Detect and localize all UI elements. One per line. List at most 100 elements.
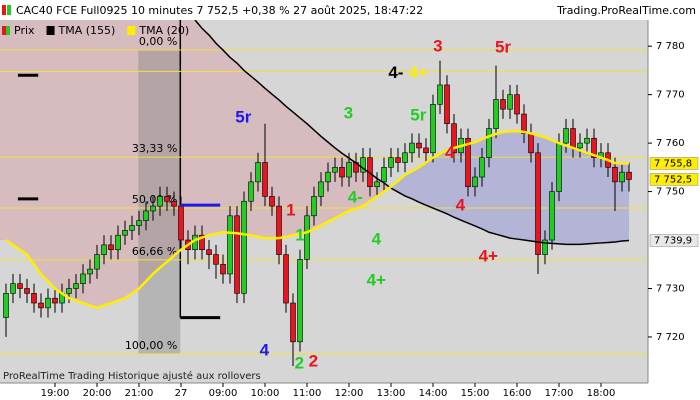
candle-body: [178, 205, 184, 241]
fib-label: 33,33 %: [132, 142, 177, 155]
chart-title: CAC40 FCE Full0925 10 minutes 7 752,5 +0…: [16, 4, 423, 17]
candle-body: [430, 104, 436, 154]
cloud-bullish: [391, 130, 630, 245]
last-value-box: [649, 234, 699, 247]
candle-body: [234, 215, 240, 294]
indicator-line: [194, 20, 630, 246]
wave-label: 4: [445, 143, 455, 162]
candle-body: [465, 137, 471, 188]
footer: ProRealTime Trading Historique ajusté au…: [3, 370, 261, 382]
x-tick-label: 12:00: [335, 388, 364, 399]
candle-body: [500, 99, 506, 110]
candle-body: [101, 244, 107, 255]
legend-swatch: [46, 26, 55, 35]
candle-body: [472, 176, 478, 188]
candle-body: [507, 94, 513, 110]
legend-swatch: [127, 26, 136, 35]
candle-body: [122, 230, 128, 236]
wave-label: 5r: [410, 105, 426, 124]
last-value-box: [649, 157, 699, 170]
candle-body: [339, 167, 345, 178]
candle-body: [87, 268, 93, 275]
candle-body: [346, 162, 352, 178]
candle-body: [157, 196, 163, 207]
x-tick-label: 21:00: [125, 388, 154, 399]
candle-body: [556, 142, 562, 192]
wave-label: 4+: [479, 246, 498, 265]
candle-body: [409, 142, 415, 154]
wave-label: 2: [295, 354, 304, 373]
x-tick-label: 13:00: [377, 388, 406, 399]
candle-body: [542, 239, 548, 255]
candle-body: [437, 84, 443, 105]
x-tick-label: 14:00: [419, 388, 448, 399]
y-tick-label: 7 720: [656, 332, 685, 343]
source: Trading.ProRealTime.com: [556, 4, 696, 17]
legend-swatch: [6, 26, 10, 35]
candle-body: [318, 181, 324, 197]
x-tick-label: 20:00: [83, 388, 112, 399]
candle-body: [297, 259, 303, 343]
wave-label: 4-: [348, 187, 363, 206]
candle-body: [535, 152, 541, 255]
last-value-label: 7 739,9: [654, 236, 692, 247]
candle-body: [80, 273, 86, 284]
candle-body: [528, 133, 534, 154]
candle-body: [171, 200, 177, 207]
candle-body: [73, 283, 79, 289]
x-tick-label: 19:00: [41, 388, 70, 399]
candle-body: [276, 205, 282, 255]
fib-label: 0,00 %: [139, 35, 177, 48]
x-tick-label: 16:00: [503, 388, 532, 399]
legend-label: TMA (155): [58, 24, 116, 37]
candle-body: [262, 162, 268, 197]
y-tick-label: 7 750: [656, 187, 685, 198]
candle-body: [206, 249, 212, 255]
y-tick-label: 7 770: [656, 90, 685, 101]
indicator-line: [5, 129, 630, 310]
candle-body: [570, 128, 576, 149]
overlay: Prix TMA (155) TMA (20): [2, 24, 189, 37]
candle-body: [220, 263, 226, 275]
candle-body: [129, 225, 135, 231]
last-value-label: 7 755,8: [654, 158, 692, 169]
wave-label: 4: [372, 230, 382, 249]
candle-body: [269, 196, 275, 207]
wave-label: 3: [344, 104, 353, 123]
candle-body: [164, 196, 170, 202]
candle-body: [423, 147, 429, 154]
fib-label: 50,00 %: [132, 193, 177, 206]
candle-body: [108, 244, 114, 251]
wave-label: 5r: [495, 38, 511, 57]
candle-body: [311, 196, 317, 217]
y-tick-label: 7 760: [656, 138, 685, 149]
candle-body: [241, 200, 247, 294]
candle-body: [479, 157, 485, 178]
legend-swatch: [2, 26, 6, 35]
wave-label: 4: [456, 196, 466, 215]
candle-body: [451, 123, 457, 154]
candle-body: [612, 167, 618, 183]
candle-body: [290, 302, 296, 343]
candle-body: [325, 171, 331, 183]
plot: 0,00 % 33,33 % 50,00 % 66,66 % 100,00 % 5r 3 5r…: [0, 20, 648, 373]
wave-label: 4+: [409, 63, 428, 82]
x-tick-label: 17:00: [545, 388, 574, 399]
x-tick-label: 27: [175, 388, 188, 399]
candle-body: [416, 142, 422, 149]
candle-body: [563, 128, 569, 144]
candle-body: [66, 288, 72, 294]
candle-body: [213, 254, 219, 265]
cloud-bearish: [0, 20, 392, 308]
y-tick-label: 7 730: [656, 283, 685, 294]
candle-body: [591, 137, 597, 158]
y-tick-label: 7 780: [656, 41, 685, 52]
legend-label: TMA (20): [138, 24, 189, 37]
candle-body: [115, 234, 121, 251]
candle-body: [381, 167, 387, 183]
candle-body: [577, 142, 583, 149]
candle-body: [94, 254, 100, 270]
candle-body: [584, 137, 590, 144]
x-tick-label: 11:00: [293, 388, 322, 399]
